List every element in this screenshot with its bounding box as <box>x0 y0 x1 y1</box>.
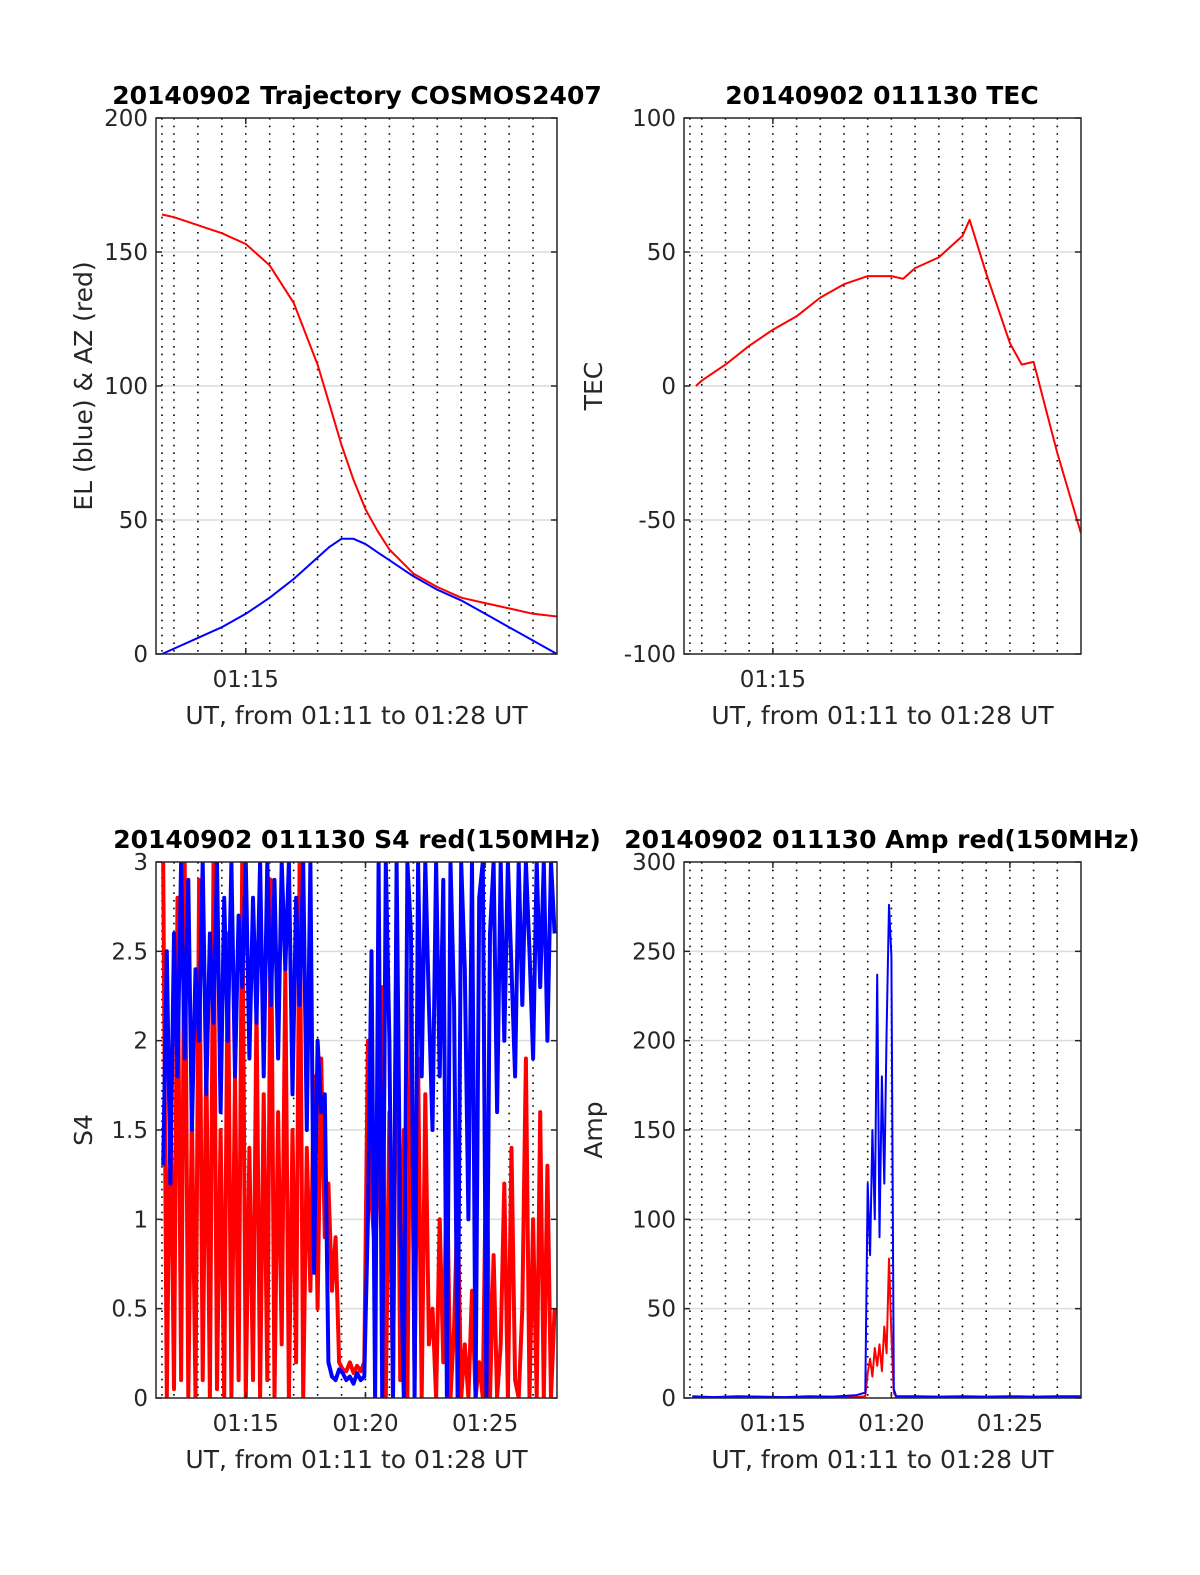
y-tick-label: 1 <box>133 1207 148 1233</box>
amp-chart: 0 50 100 150 200 250 300 01:15 01:20 01:25 2014090… <box>579 825 1140 1474</box>
y-tick-label: 50 <box>647 1297 676 1323</box>
y-tick-label: 50 <box>647 240 676 266</box>
y-tick-label: 100 <box>632 106 676 132</box>
y-tick-label: 200 <box>632 1029 676 1055</box>
series-group <box>161 862 557 1398</box>
x-tick-label: 01:20 <box>332 1411 398 1437</box>
y-tick-label: 0 <box>661 374 676 400</box>
x-axis-label: UT, from 01:11 to 01:28 UT <box>711 701 1054 730</box>
y-tick-label: 2 <box>133 1029 148 1055</box>
y-tick-label: 150 <box>632 1118 676 1144</box>
x-tick-label: 01:15 <box>213 1411 279 1437</box>
trajectory-chart: 0 50 100 150 200 01:15 20140902 Trajectory COS… <box>69 81 602 730</box>
y-tick-label: 200 <box>104 106 148 132</box>
x-tick-label: 01:15 <box>213 667 279 693</box>
s4-chart: 0 0.5 1 1.5 2 2.5 3 01:15 01:20 01:25 20140902 011… <box>69 825 601 1474</box>
y-tick-label: 250 <box>632 939 676 965</box>
y-tick-label: -100 <box>624 642 676 668</box>
series-group <box>161 213 557 654</box>
series-line-1 <box>161 862 557 1398</box>
series-line-1 <box>161 537 557 654</box>
x-tick-label: 01:25 <box>452 1411 518 1437</box>
x-tick-label: 01:15 <box>740 667 806 693</box>
y-tick-label: -50 <box>638 508 676 534</box>
y-axis-label: EL (blue) & AZ (red) <box>69 261 98 510</box>
x-tick-label: 01:25 <box>977 1411 1043 1437</box>
series-line-0 <box>161 213 557 618</box>
y-tick-label: 2.5 <box>111 939 148 965</box>
y-axis-label: Amp <box>579 1101 608 1158</box>
series-group <box>695 218 1081 534</box>
y-tick-label: 150 <box>104 240 148 266</box>
y-tick-label: 1.5 <box>111 1118 148 1144</box>
y-tick-label: 100 <box>104 374 148 400</box>
series-line-1 <box>692 903 1081 1398</box>
y-tick-label: 0 <box>133 1386 148 1412</box>
tec-chart: -100 -50 0 50 100 01:15 20140902 011130 TEC UT,… <box>579 81 1082 730</box>
x-tick-label: 01:20 <box>858 1411 924 1437</box>
series-line-0 <box>695 218 1081 534</box>
y-tick-label: 50 <box>119 508 148 534</box>
y-axis-label: TEC <box>579 362 608 412</box>
series-group <box>692 903 1081 1398</box>
y-tick-label: 3 <box>133 850 148 876</box>
y-tick-label: 0 <box>133 642 148 668</box>
y-tick-label: 0.5 <box>111 1297 148 1323</box>
chart-title: 20140902 Trajectory COSMOS2407 <box>112 81 602 110</box>
y-axis-label: S4 <box>69 1114 98 1146</box>
chart-title: 20140902 011130 TEC <box>725 81 1038 110</box>
chart-title: 20140902 011130 Amp red(150MHz) <box>624 825 1140 854</box>
x-axis-label: UT, from 01:11 to 01:28 UT <box>185 1445 528 1474</box>
x-axis-label: UT, from 01:11 to 01:28 UT <box>185 701 528 730</box>
chart-title: 20140902 011130 S4 red(150MHz) <box>113 825 601 854</box>
y-tick-label: 0 <box>661 1386 676 1412</box>
y-tick-label: 100 <box>632 1207 676 1233</box>
y-tick-label: 300 <box>632 850 676 876</box>
x-axis-label: UT, from 01:11 to 01:28 UT <box>711 1445 1054 1474</box>
x-tick-label: 01:15 <box>740 1411 806 1437</box>
